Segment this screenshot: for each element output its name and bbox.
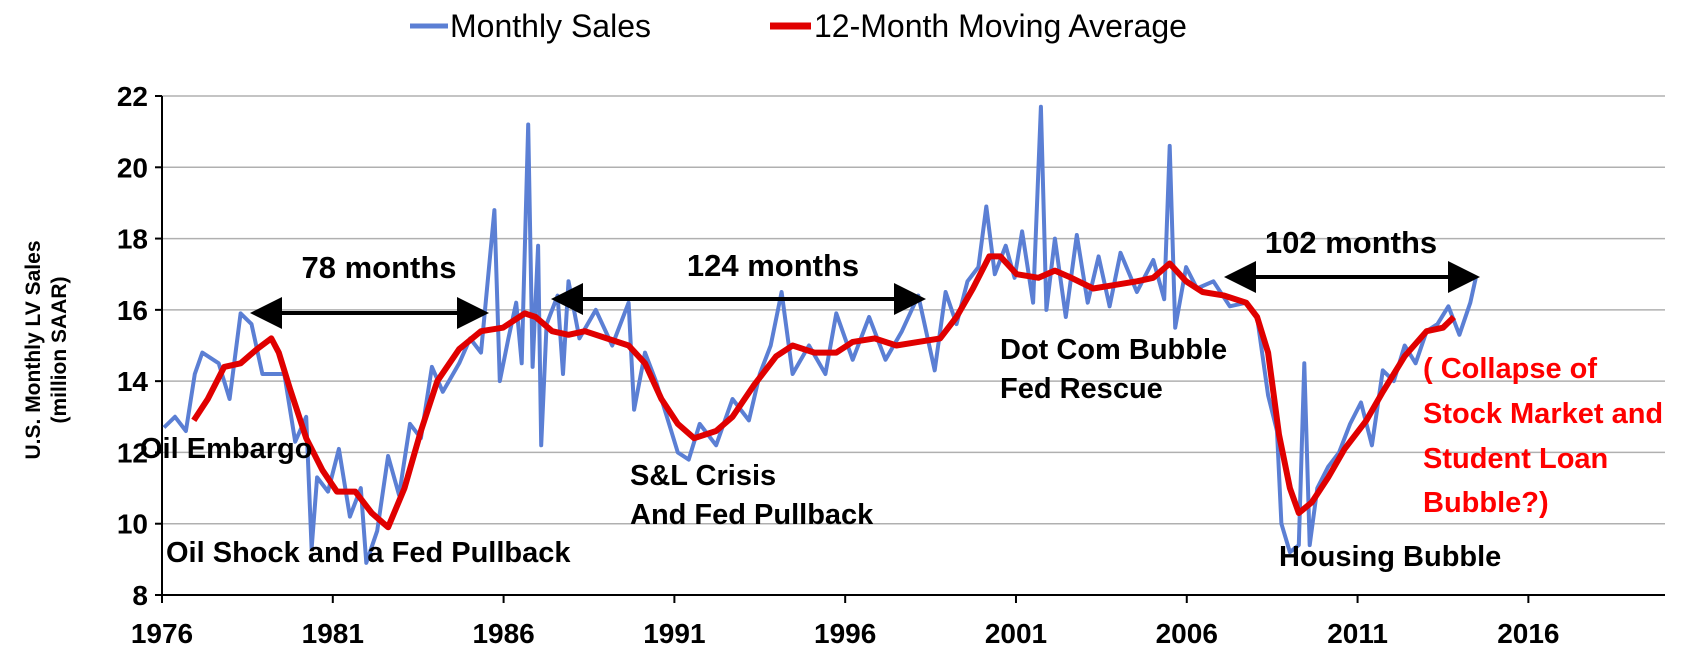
y-axis-label: U.S. Monthly LV Sales xyxy=(22,241,45,460)
x-tick-label: 1991 xyxy=(643,618,705,649)
y-tick-label: 18 xyxy=(117,224,148,255)
x-tick-label: 2011 xyxy=(1327,618,1388,649)
plot-area: 8 10 12 14 16 18 20 22 1976 1981 1986 1991 1996 2001 2… xyxy=(117,81,1665,649)
annotation: ( Collapse of xyxy=(1423,353,1597,385)
x-tick-label: 1976 xyxy=(131,618,193,649)
annotation: 102 months xyxy=(1265,225,1437,260)
y-axis-label: (million SAAR) xyxy=(48,277,71,424)
series-line xyxy=(191,253,1457,531)
x-tick-label: 1986 xyxy=(472,618,534,649)
annotation: 78 months xyxy=(301,250,456,285)
annotation: Housing Bubble xyxy=(1279,541,1501,573)
annotation: S&L Crisis xyxy=(630,460,776,492)
legend-label: 12-Month Moving Average xyxy=(814,8,1187,44)
legend: Monthly Sales 12-Month Moving Average xyxy=(410,8,1187,44)
annotation: Student Loan xyxy=(1423,443,1608,475)
y-tick-label: 14 xyxy=(117,366,149,397)
y-tick-label: 8 xyxy=(132,580,148,611)
x-tick-label: 1996 xyxy=(814,618,876,649)
annotations: 78 months 124 months 102 months Oil Emba… xyxy=(140,225,1663,573)
annotation: Bubble?) xyxy=(1423,487,1549,519)
y-tick-label: 22 xyxy=(117,81,148,112)
annotation: Fed Rescue xyxy=(1000,373,1163,405)
annotation: Stock Market and xyxy=(1423,398,1663,430)
x-tick-label: 2016 xyxy=(1497,618,1559,649)
y-tick-label: 16 xyxy=(117,295,148,326)
x-tick-label: 1981 xyxy=(302,618,364,649)
y-tick-label: 20 xyxy=(117,152,148,183)
y-tick-label: 12 xyxy=(117,437,148,468)
y-tick-label: 10 xyxy=(117,509,148,540)
x-tick-label: 2001 xyxy=(985,618,1047,649)
annotation: Oil Shock and a Fed Pullback xyxy=(166,537,571,569)
series-line xyxy=(162,104,1478,565)
x-tick-label: 2006 xyxy=(1156,618,1218,649)
annotation: 124 months xyxy=(687,248,859,283)
annotation: And Fed Pullback xyxy=(630,499,874,531)
annotation: Oil Embargo xyxy=(140,433,312,465)
legend-label: Monthly Sales xyxy=(450,8,651,44)
annotation: Dot Com Bubble xyxy=(1000,334,1227,366)
